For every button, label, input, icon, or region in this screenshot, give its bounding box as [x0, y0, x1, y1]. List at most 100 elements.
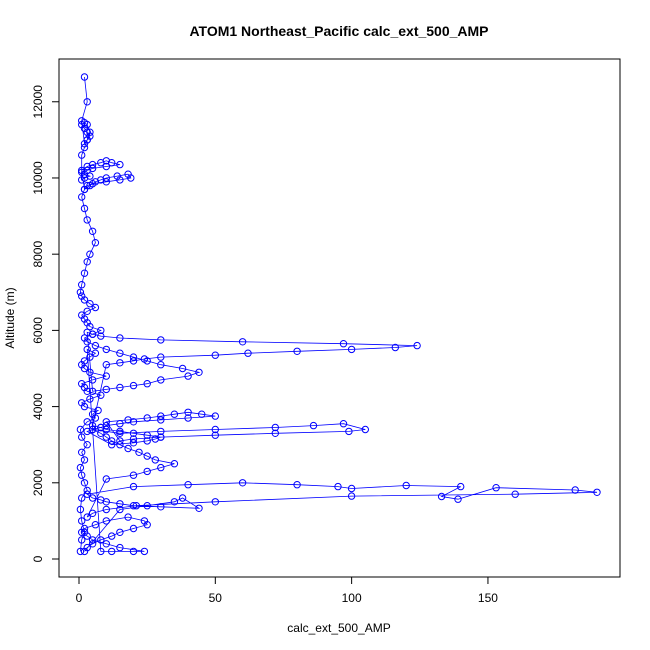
data-point	[339, 340, 348, 348]
data-point	[143, 431, 151, 439]
data-point	[108, 547, 116, 556]
data-point	[151, 456, 160, 464]
data-point	[78, 536, 86, 544]
data-point	[108, 437, 116, 445]
data-point	[157, 463, 165, 472]
data-point	[170, 460, 179, 468]
x-axis: 0 50 100 150	[76, 576, 498, 605]
data-point	[83, 418, 91, 426]
data-point	[184, 481, 192, 489]
data-point	[129, 502, 138, 510]
data-point	[78, 471, 86, 479]
data-point	[86, 353, 94, 361]
data-point	[195, 504, 203, 512]
data-point	[571, 486, 579, 494]
data-point	[88, 509, 97, 517]
data-point	[157, 412, 165, 420]
data-point	[80, 73, 89, 81]
data-point	[244, 349, 252, 357]
data-point	[78, 433, 86, 441]
data-point	[198, 410, 206, 418]
data-point	[140, 547, 149, 556]
data-point	[76, 547, 85, 556]
data-point	[80, 269, 89, 277]
data-point	[129, 429, 138, 437]
data-point	[454, 495, 462, 503]
data-point	[157, 361, 165, 369]
data-point	[80, 456, 89, 464]
data-point	[129, 471, 138, 479]
x-axis-label: calc_ext_500_AMP	[287, 621, 390, 635]
data-point	[129, 418, 138, 426]
data-point	[97, 326, 105, 335]
data-point	[76, 425, 85, 434]
data-point	[80, 185, 89, 194]
y-tick-label: 12000	[31, 85, 45, 119]
data-point	[76, 505, 85, 514]
data-point	[102, 345, 111, 354]
data-point	[170, 410, 179, 418]
data-point	[391, 343, 399, 352]
data-point	[437, 492, 446, 501]
data-point	[108, 159, 116, 167]
data-point	[83, 307, 91, 315]
data-point	[88, 227, 97, 236]
data-point	[78, 176, 86, 184]
data-point	[127, 174, 135, 182]
data-point	[129, 482, 138, 491]
x-tick-label: 50	[209, 591, 223, 605]
data-point	[94, 406, 102, 415]
data-point	[339, 420, 348, 428]
data-point	[78, 380, 86, 388]
data-point	[271, 423, 279, 432]
data-point	[361, 425, 369, 434]
data-point	[129, 357, 138, 365]
data-point	[80, 140, 89, 148]
data-point	[97, 547, 105, 556]
data-point	[116, 420, 124, 428]
data-point	[334, 482, 342, 491]
data-point	[211, 412, 220, 420]
chart-title: ATOM1 Northeast_Pacific calc_ext_500_AMP	[189, 23, 488, 39]
x-tick-label: 150	[478, 591, 498, 605]
data-point	[76, 463, 85, 472]
data-point	[593, 488, 601, 496]
data-point	[83, 441, 91, 449]
data-point	[80, 204, 89, 213]
data-point	[157, 427, 165, 436]
x-tick-label: 0	[76, 591, 83, 605]
data-point	[102, 475, 111, 483]
data-point	[97, 496, 105, 504]
data-point	[492, 484, 500, 492]
data-point	[116, 429, 124, 437]
data-point	[88, 540, 97, 548]
data-point	[116, 160, 124, 169]
y-axis-label: Altitude (m)	[3, 287, 17, 348]
data-point	[78, 399, 86, 407]
data-point	[116, 383, 124, 392]
series-line	[79, 76, 598, 552]
data-point	[80, 479, 89, 487]
data-point	[116, 437, 124, 445]
series-layer	[76, 73, 601, 556]
data-point	[83, 216, 91, 224]
data-point	[170, 498, 179, 506]
data-point	[83, 486, 91, 495]
data-point	[129, 524, 138, 533]
data-point	[102, 505, 111, 514]
data-point	[83, 345, 91, 354]
data-point	[108, 532, 116, 540]
data-point	[78, 151, 86, 159]
data-point	[293, 347, 301, 355]
data-point	[157, 433, 165, 441]
data-point	[271, 429, 279, 437]
data-point	[102, 372, 111, 380]
data-point	[347, 345, 356, 354]
data-point	[116, 543, 124, 552]
data-point	[102, 162, 111, 171]
data-point	[347, 492, 356, 500]
data-point	[116, 441, 124, 449]
y-tick-label: 10000	[31, 161, 45, 195]
data-point	[78, 494, 86, 502]
